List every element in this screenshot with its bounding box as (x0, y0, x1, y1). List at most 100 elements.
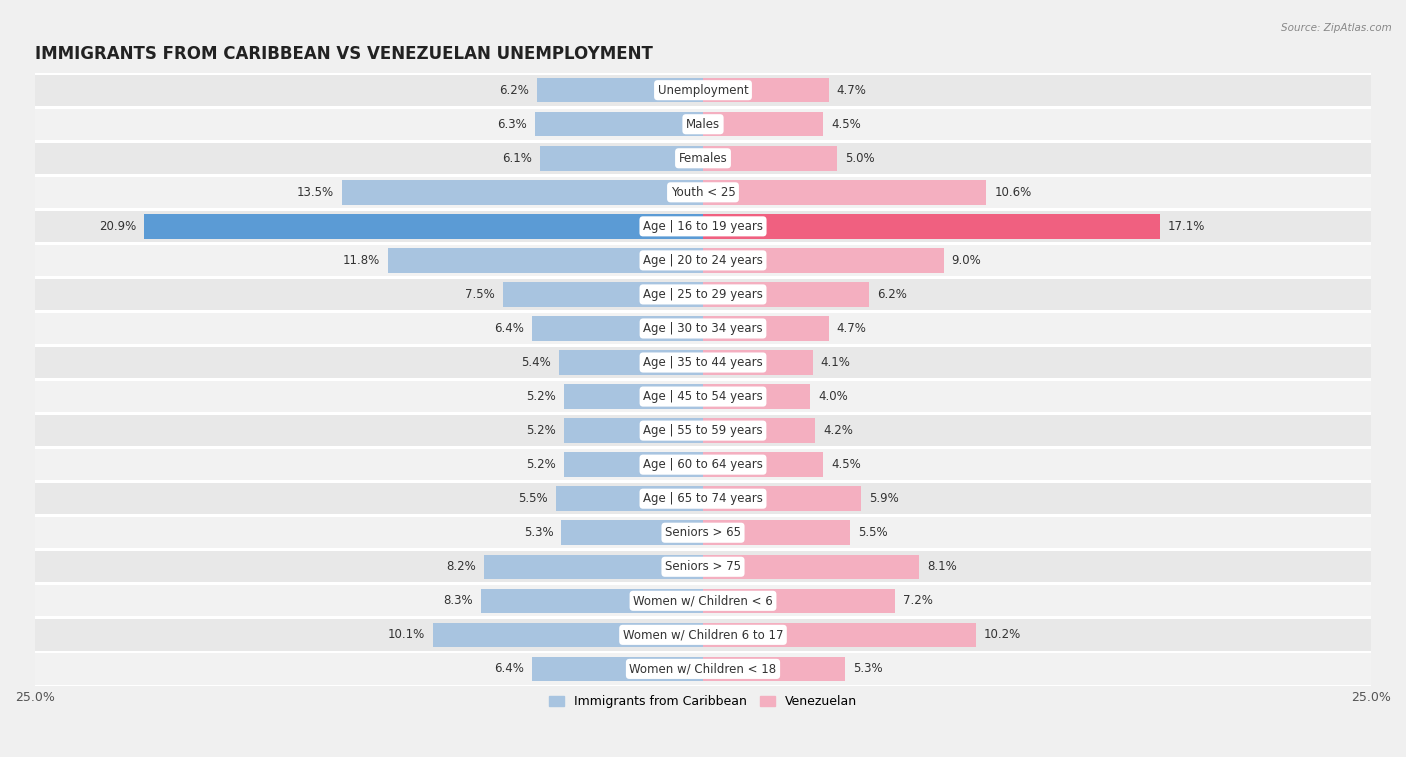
Text: Age | 65 to 74 years: Age | 65 to 74 years (643, 492, 763, 505)
Bar (35, 550, 1371, 584)
Text: Age | 25 to 29 years: Age | 25 to 29 years (643, 288, 763, 301)
Bar (531, 316, 703, 341)
Bar (558, 350, 703, 375)
Bar (35, 381, 1371, 413)
Bar (35, 277, 1371, 311)
Text: 11.8%: 11.8% (343, 254, 380, 267)
Text: 5.3%: 5.3% (523, 526, 554, 539)
Text: Age | 35 to 44 years: Age | 35 to 44 years (643, 356, 763, 369)
Bar (35, 347, 1371, 378)
Text: 13.5%: 13.5% (297, 185, 335, 199)
Bar (35, 210, 1371, 243)
Text: Women w/ Children < 6: Women w/ Children < 6 (633, 594, 773, 607)
Text: 4.2%: 4.2% (824, 424, 853, 437)
Bar (703, 385, 810, 409)
Bar (35, 653, 1371, 684)
Text: Women w/ Children < 18: Women w/ Children < 18 (630, 662, 776, 675)
Bar (35, 379, 1371, 413)
Legend: Immigrants from Caribbean, Venezuelan: Immigrants from Caribbean, Venezuelan (544, 690, 862, 713)
Text: Age | 16 to 19 years: Age | 16 to 19 years (643, 220, 763, 233)
Bar (703, 453, 824, 477)
Bar (35, 619, 1371, 650)
Bar (703, 316, 828, 341)
Text: 4.7%: 4.7% (837, 322, 866, 335)
Bar (703, 622, 976, 647)
Text: 8.2%: 8.2% (446, 560, 475, 573)
Bar (703, 78, 828, 102)
Bar (555, 487, 703, 511)
Text: 5.4%: 5.4% (522, 356, 551, 369)
Text: 5.2%: 5.2% (526, 390, 555, 403)
Bar (703, 214, 1160, 238)
Text: 5.0%: 5.0% (845, 151, 875, 165)
Text: 5.2%: 5.2% (526, 424, 555, 437)
Text: 6.4%: 6.4% (494, 662, 524, 675)
Text: 6.4%: 6.4% (494, 322, 524, 335)
Text: 5.5%: 5.5% (858, 526, 887, 539)
Bar (35, 449, 1371, 480)
Text: Women w/ Children 6 to 17: Women w/ Children 6 to 17 (623, 628, 783, 641)
Bar (35, 74, 1371, 106)
Bar (388, 248, 703, 273)
Bar (703, 180, 986, 204)
Bar (35, 313, 1371, 344)
Text: 6.2%: 6.2% (877, 288, 907, 301)
Bar (342, 180, 703, 204)
Bar (35, 481, 1371, 516)
Bar (35, 279, 1371, 310)
Text: Males: Males (686, 118, 720, 131)
Bar (537, 78, 703, 102)
Text: 5.2%: 5.2% (526, 458, 555, 471)
Text: Age | 55 to 59 years: Age | 55 to 59 years (643, 424, 763, 437)
Text: Age | 30 to 34 years: Age | 30 to 34 years (643, 322, 763, 335)
Bar (35, 210, 1371, 242)
Bar (531, 656, 703, 681)
Bar (564, 385, 703, 409)
Bar (433, 622, 703, 647)
Bar (540, 146, 703, 170)
Bar (534, 112, 703, 136)
Bar (35, 176, 1371, 210)
Bar (35, 585, 1371, 616)
Text: 10.1%: 10.1% (388, 628, 425, 641)
Bar (703, 656, 845, 681)
Bar (35, 415, 1371, 447)
Bar (35, 551, 1371, 582)
Text: 8.3%: 8.3% (443, 594, 474, 607)
Text: IMMIGRANTS FROM CARIBBEAN VS VENEZUELAN UNEMPLOYMENT: IMMIGRANTS FROM CARIBBEAN VS VENEZUELAN … (35, 45, 652, 64)
Text: Age | 20 to 24 years: Age | 20 to 24 years (643, 254, 763, 267)
Text: Source: ZipAtlas.com: Source: ZipAtlas.com (1281, 23, 1392, 33)
Bar (35, 652, 1371, 686)
Bar (145, 214, 703, 238)
Bar (35, 516, 1371, 550)
Bar (35, 483, 1371, 514)
Bar (703, 521, 851, 545)
Text: 10.6%: 10.6% (994, 185, 1032, 199)
Bar (564, 419, 703, 443)
Text: 7.2%: 7.2% (904, 594, 934, 607)
Bar (703, 282, 869, 307)
Text: 4.1%: 4.1% (821, 356, 851, 369)
Bar (703, 146, 837, 170)
Bar (484, 555, 703, 579)
Bar (703, 248, 943, 273)
Text: 4.5%: 4.5% (831, 458, 860, 471)
Bar (703, 555, 920, 579)
Bar (502, 282, 703, 307)
Text: Age | 45 to 54 years: Age | 45 to 54 years (643, 390, 763, 403)
Text: 9.0%: 9.0% (952, 254, 981, 267)
Bar (35, 447, 1371, 481)
Bar (35, 73, 1371, 107)
Bar (703, 588, 896, 613)
Text: Youth < 25: Youth < 25 (671, 185, 735, 199)
Text: 5.3%: 5.3% (852, 662, 883, 675)
Bar (703, 112, 824, 136)
Text: 20.9%: 20.9% (100, 220, 136, 233)
Bar (35, 142, 1371, 174)
Bar (35, 107, 1371, 142)
Bar (35, 108, 1371, 140)
Bar (481, 588, 703, 613)
Bar (35, 243, 1371, 277)
Bar (561, 521, 703, 545)
Text: Seniors > 65: Seniors > 65 (665, 526, 741, 539)
